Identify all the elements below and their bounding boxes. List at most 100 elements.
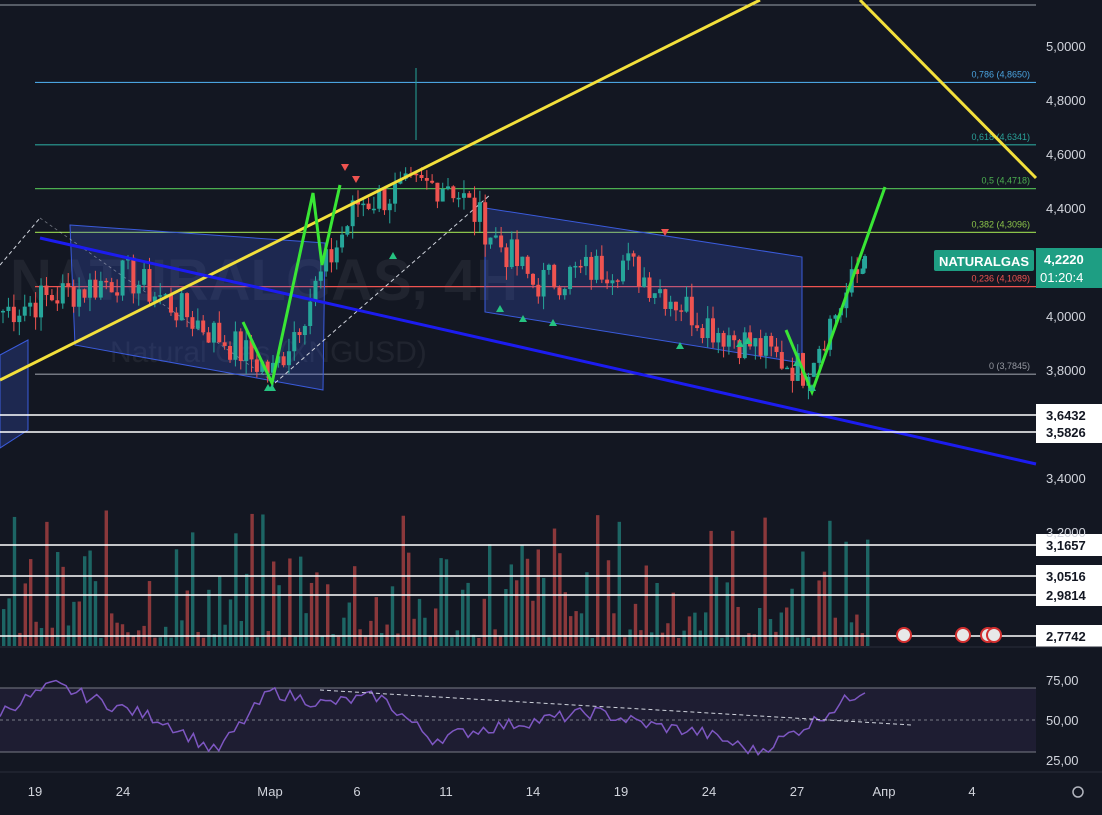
rsi-tick-label: 25,00 bbox=[1046, 753, 1079, 768]
volume-bar bbox=[660, 632, 665, 646]
zigzag-right[interactable] bbox=[784, 186, 887, 397]
dashed-line bbox=[0, 217, 41, 266]
candle-body bbox=[811, 362, 816, 377]
volume-bar bbox=[763, 517, 767, 646]
volume-bar bbox=[304, 613, 308, 646]
trendline-blue[interactable] bbox=[39, 236, 1037, 466]
volume-bar bbox=[504, 588, 508, 646]
volume-bar bbox=[698, 630, 702, 646]
us-flag-icon[interactable] bbox=[955, 627, 971, 643]
candle-body bbox=[695, 325, 700, 329]
candle-body bbox=[281, 356, 286, 366]
event-flags[interactable] bbox=[896, 627, 1002, 643]
candle-body bbox=[689, 296, 694, 326]
candle-body bbox=[382, 188, 387, 211]
buy-signal-marker bbox=[519, 315, 527, 322]
us-flag-icon[interactable] bbox=[896, 627, 912, 643]
volume-bar bbox=[833, 617, 837, 646]
level-label-box bbox=[1036, 404, 1102, 426]
volume-bar bbox=[439, 558, 443, 646]
trendline-yellow-down[interactable] bbox=[858, 0, 1038, 180]
candle-body bbox=[844, 292, 849, 309]
volume-bar bbox=[860, 633, 864, 646]
volume-bar bbox=[396, 633, 400, 646]
candle-body bbox=[855, 269, 860, 274]
candle-body bbox=[318, 271, 323, 281]
candle-body bbox=[55, 300, 60, 304]
volume-bar bbox=[596, 515, 600, 646]
volume-bar bbox=[29, 559, 33, 646]
volume-bar bbox=[417, 598, 422, 646]
volume-bar bbox=[261, 514, 265, 646]
volume-bar bbox=[839, 637, 843, 646]
candle-body bbox=[552, 264, 557, 288]
candle-body bbox=[260, 361, 265, 372]
candle-body bbox=[828, 318, 833, 350]
buy-signal-marker bbox=[808, 384, 816, 391]
candle-body bbox=[249, 340, 254, 360]
volume-bar bbox=[785, 607, 789, 646]
trend-lines[interactable] bbox=[0, 0, 1038, 466]
candle-body bbox=[679, 310, 684, 312]
volume-bar bbox=[407, 552, 411, 646]
volume-bar bbox=[7, 598, 11, 646]
candle-body bbox=[573, 265, 578, 268]
volume-bar bbox=[401, 515, 405, 646]
candle-body bbox=[515, 239, 520, 267]
volume-bar bbox=[801, 551, 805, 646]
horizontal-levels[interactable]: 3,6432 3,5826 3,1657 3,0516 2,9814 2,7742 bbox=[0, 404, 1102, 647]
candle-body bbox=[185, 293, 190, 318]
volume-bar bbox=[180, 620, 184, 646]
last-price: 4,2220 bbox=[1044, 252, 1084, 267]
time-tick-label: 14 bbox=[526, 784, 540, 799]
volume-bar bbox=[174, 549, 179, 646]
volume-bar bbox=[169, 637, 173, 646]
volume-bar bbox=[547, 637, 551, 646]
volume-bar bbox=[812, 636, 816, 646]
time-tick-label: 24 bbox=[116, 784, 130, 799]
candle-body bbox=[525, 256, 530, 274]
level-label-box bbox=[1036, 625, 1102, 647]
volume-bar bbox=[650, 632, 654, 646]
candle-body bbox=[120, 260, 125, 296]
volume-bar bbox=[806, 637, 810, 646]
candle-body bbox=[779, 352, 784, 369]
candle-body bbox=[562, 289, 567, 296]
candle-body bbox=[774, 346, 779, 353]
zigzag-left[interactable] bbox=[241, 184, 342, 388]
volume-bar bbox=[120, 624, 125, 646]
gear-icon[interactable] bbox=[1072, 786, 1084, 798]
candle-body bbox=[504, 247, 509, 268]
volume-bar bbox=[390, 586, 395, 646]
candle-body bbox=[668, 301, 673, 309]
time-axis: 19 24 Мар 6 11 14 19 24 27 Апр 4 bbox=[0, 771, 1102, 799]
trendline-yellow-up[interactable] bbox=[0, 0, 761, 382]
candle-body bbox=[28, 302, 33, 307]
candle-body bbox=[87, 279, 92, 298]
candle-body bbox=[860, 268, 865, 274]
rsi-tick-label: 75,00 bbox=[1046, 673, 1079, 688]
time-tick-label: 19 bbox=[28, 784, 42, 799]
us-flag-icon[interactable] bbox=[986, 627, 1002, 643]
candle-body bbox=[22, 306, 27, 316]
volume-bar bbox=[50, 627, 54, 646]
candle-body bbox=[313, 280, 318, 302]
candle-body bbox=[387, 203, 392, 211]
time-tick-label: 24 bbox=[702, 784, 716, 799]
rsi-line bbox=[0, 679, 866, 757]
candle-body bbox=[190, 317, 195, 329]
volume-bars bbox=[2, 510, 870, 646]
volume-bar bbox=[93, 581, 98, 646]
candle-body bbox=[211, 322, 216, 343]
candle-body bbox=[334, 247, 339, 263]
candle-body bbox=[222, 342, 227, 346]
candle-body bbox=[626, 253, 631, 261]
volume-bar bbox=[731, 530, 735, 646]
volume-bar bbox=[633, 603, 638, 646]
volume-bar bbox=[779, 612, 783, 646]
volume-bar bbox=[855, 614, 859, 646]
volume-bar bbox=[2, 609, 6, 646]
volume-bar bbox=[623, 637, 627, 646]
candle-body bbox=[174, 312, 179, 321]
